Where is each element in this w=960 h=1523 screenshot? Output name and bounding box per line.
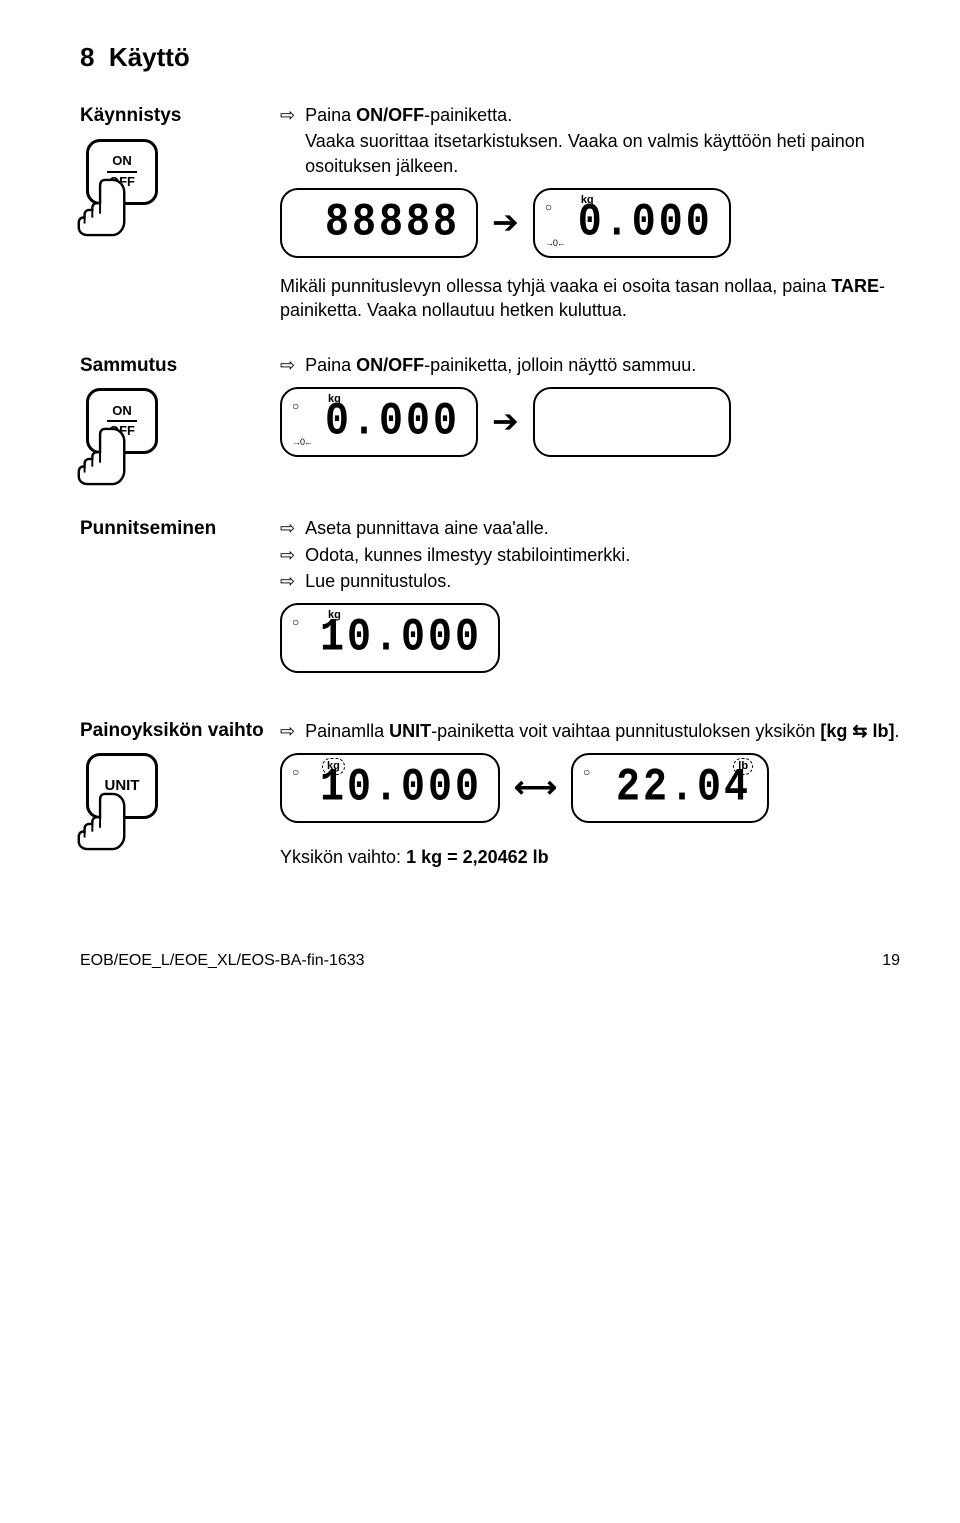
lcd-lb: lb ○ 22.04 — [571, 753, 769, 823]
lcd-zero-kg: kg ○→0← 0.000 — [280, 387, 478, 457]
unit-displays: kg ○ 10.000 ⟷ lb ○ 22.04 — [280, 753, 900, 823]
lcd-result-kg: kg ○ 10.000 — [280, 603, 500, 673]
press-hand-icon — [74, 426, 130, 486]
arrow-right-icon: ➔ — [492, 201, 519, 244]
unit-row: Painoyksikön vaihto UNIT ⇨ Painamlla UNIT… — [80, 719, 900, 870]
onoff-button[interactable]: ONOFF — [80, 386, 168, 486]
arrow-icon: ⇨ — [280, 353, 295, 377]
unit-text1: Painamlla UNIT-painiketta voit vaihtaa p… — [305, 719, 899, 743]
zero-icon: →0← — [545, 237, 569, 249]
weighing-row: Punnitseminen ⇨ Aseta punnittava aine vaa… — [80, 516, 900, 689]
lcd-zero-kg: kg ○→0← 0.000 — [533, 188, 731, 258]
lcd-blank — [533, 387, 731, 457]
lcd-digits: 22.04 — [611, 758, 757, 820]
stable-icon: ○ — [292, 398, 316, 414]
press-hand-icon — [74, 791, 130, 851]
weighing-text3: Lue punnitustulos. — [305, 569, 451, 593]
unit-label: Painoyksikön vaihto — [80, 719, 280, 743]
startup-text2: Vaaka suorittaa itsetarkistuksen. Vaaka … — [305, 129, 900, 178]
section-title: 8 Käyttö — [80, 40, 900, 75]
weighing-display: kg ○ 10.000 — [280, 603, 900, 673]
lcd-digits: 10.000 — [320, 608, 488, 670]
page-footer: EOB/EOE_L/EOE_XL/EOS-BA-fin-1633 19 — [80, 950, 900, 972]
page-number: 19 — [882, 950, 900, 972]
shutdown-row: Sammutus ONOFF ⇨ Paina ON/OFF-painiketta,… — [80, 353, 900, 487]
weighing-text2: Odota, kunnes ilmestyy stabilointimerkki… — [305, 543, 630, 567]
startup-displays: 88888 ➔ kg ○→0← 0.000 — [280, 188, 900, 258]
stable-icon: ○ — [292, 614, 316, 630]
stable-icon: ○ — [545, 199, 569, 215]
zero-icon: →0← — [292, 436, 316, 448]
arrow-icon: ⇨ — [280, 569, 295, 593]
startup-label: Käynnistys — [80, 103, 280, 129]
stable-icon: ○ — [292, 764, 316, 780]
stable-icon: ○ — [583, 764, 607, 780]
lcd-digits: 0.000 — [320, 392, 466, 454]
shutdown-label: Sammutus — [80, 353, 280, 379]
unit-note: Yksikön vaihto: 1 kg = 2,20462 lb — [280, 845, 900, 869]
weighing-text1: Aseta punnittava aine vaa'alle. — [305, 516, 549, 540]
lcd-digits: 0.000 — [573, 193, 719, 255]
onoff-button[interactable]: ONOFF — [80, 137, 168, 237]
lcd-digits: 10.000 — [320, 758, 488, 820]
arrow-icon: ⇨ — [280, 516, 295, 540]
section-number: 8 — [80, 42, 94, 72]
arrow-icon: ⇨ — [280, 719, 295, 743]
lcd-88888: 88888 — [280, 188, 478, 258]
startup-row: Käynnistys ONOFF ⇨ Paina ON/OFF-painikett… — [80, 103, 900, 322]
arrow-right-icon: ➔ — [492, 400, 519, 443]
doc-id: EOB/EOE_L/EOE_XL/EOS-BA-fin-1633 — [80, 950, 365, 972]
press-hand-icon — [74, 177, 130, 237]
shutdown-displays: kg ○→0← 0.000 ➔ — [280, 387, 900, 457]
arrow-icon: ⇨ — [280, 543, 295, 567]
double-arrow-icon: ⟷ — [514, 768, 557, 809]
startup-text1: Paina ON/OFF-painiketta. — [305, 103, 512, 127]
lcd-kg: kg ○ 10.000 — [280, 753, 500, 823]
lcd-digits: 88888 — [292, 193, 466, 255]
unit-button[interactable]: UNIT — [80, 751, 168, 851]
weighing-label: Punnitseminen — [80, 516, 280, 542]
shutdown-text1: Paina ON/OFF-painiketta, jolloin näyttö … — [305, 353, 696, 377]
startup-para: Mikäli punnituslevyn ollessa tyhjä vaaka… — [280, 274, 900, 323]
arrow-icon: ⇨ — [280, 103, 295, 127]
section-title-text: Käyttö — [109, 42, 190, 72]
